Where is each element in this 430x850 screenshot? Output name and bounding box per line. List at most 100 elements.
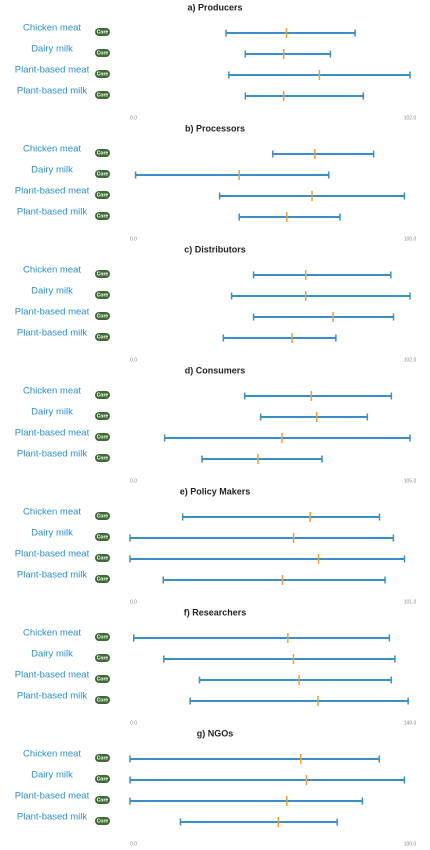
badge [95,575,110,583]
x-tick-label: 105.0 [404,478,417,484]
x-tick-label: 0.0 [130,599,137,605]
panel-title: b) Processors [185,123,245,133]
category-label: Plant-based milk [17,86,87,97]
category-label: Dairy milk [31,649,73,660]
category-label: Plant-based milk [17,570,87,581]
badge [95,333,110,341]
badge-text: Core [97,577,109,583]
badge [95,775,110,783]
badge-text: Core [97,335,109,341]
badge-text: Core [97,93,109,99]
badge-text: Core [97,30,109,36]
category-label: Plant-based meat [15,670,90,681]
badge [95,412,110,420]
badge-text: Core [97,435,109,441]
category-label: Plant-based milk [17,328,87,339]
badge-text: Core [97,756,109,762]
panel-title: f) Researchers [184,607,247,617]
badge-text: Core [97,72,109,78]
badge [95,512,110,520]
badge-text: Core [97,193,109,199]
badge [95,433,110,441]
panel-title: g) NGOs [197,728,234,738]
category-label: Chicken meat [23,386,81,397]
badge [95,817,110,825]
x-tick-label: 0.0 [130,720,137,726]
x-tick-label: 102.0 [404,115,417,121]
badge [95,270,110,278]
category-label: Chicken meat [23,23,81,34]
category-label: Dairy milk [31,407,73,418]
badge-text: Core [97,314,109,320]
badge [95,533,110,541]
category-label: Chicken meat [23,507,81,518]
badge-text: Core [97,777,109,783]
badge [95,28,110,36]
badge [95,149,110,157]
category-label: Plant-based milk [17,812,87,823]
panel-title: a) Producers [187,2,242,12]
category-label: Dairy milk [31,286,73,297]
badge-text: Core [97,172,109,178]
badge-text: Core [97,272,109,278]
category-label: Plant-based milk [17,207,87,218]
category-label: Plant-based milk [17,449,87,460]
category-label: Dairy milk [31,44,73,55]
badge [95,91,110,99]
badge-text: Core [97,214,109,220]
category-label: Chicken meat [23,144,81,155]
badge [95,70,110,78]
badge [95,454,110,462]
x-tick-label: 149.0 [404,720,417,726]
badge-text: Core [97,819,109,825]
badge [95,696,110,704]
category-label: Plant-based milk [17,691,87,702]
x-tick-label: 102.0 [404,357,417,363]
badge [95,754,110,762]
badge-text: Core [97,51,109,57]
x-tick-label: 100.0 [404,841,417,847]
category-label: Dairy milk [31,770,73,781]
badge [95,654,110,662]
badge-text: Core [97,293,109,299]
category-label: Plant-based meat [15,65,90,76]
badge [95,170,110,178]
badge [95,49,110,57]
badge [95,796,110,804]
x-tick-label: 0.0 [130,357,137,363]
badge-text: Core [97,514,109,520]
badge-text: Core [97,798,109,804]
category-label: Plant-based meat [15,428,90,439]
badge-text: Core [97,535,109,541]
panel-title: e) Policy Makers [180,486,251,496]
badge [95,212,110,220]
panel-title: d) Consumers [185,365,246,375]
badge [95,291,110,299]
badge-text: Core [97,393,109,399]
badge-text: Core [97,456,109,462]
panel-title: c) Distributors [184,244,246,254]
badge [95,633,110,641]
category-label: Dairy milk [31,165,73,176]
x-tick-label: 0.0 [130,478,137,484]
badge-text: Core [97,698,109,704]
badge [95,191,110,199]
category-label: Chicken meat [23,265,81,276]
category-label: Chicken meat [23,628,81,639]
x-tick-label: 0.0 [130,841,137,847]
category-label: Plant-based meat [15,549,90,560]
category-label: Plant-based meat [15,791,90,802]
badge [95,675,110,683]
x-tick-label: 100.0 [404,236,417,242]
x-tick-label: 0.0 [130,236,137,242]
x-tick-label: 101.0 [404,599,417,605]
badge [95,312,110,320]
badge [95,391,110,399]
badge-text: Core [97,656,109,662]
badge-text: Core [97,151,109,157]
category-label: Chicken meat [23,749,81,760]
category-label: Plant-based meat [15,307,90,318]
badge-text: Core [97,414,109,420]
badge-text: Core [97,635,109,641]
category-label: Plant-based meat [15,186,90,197]
